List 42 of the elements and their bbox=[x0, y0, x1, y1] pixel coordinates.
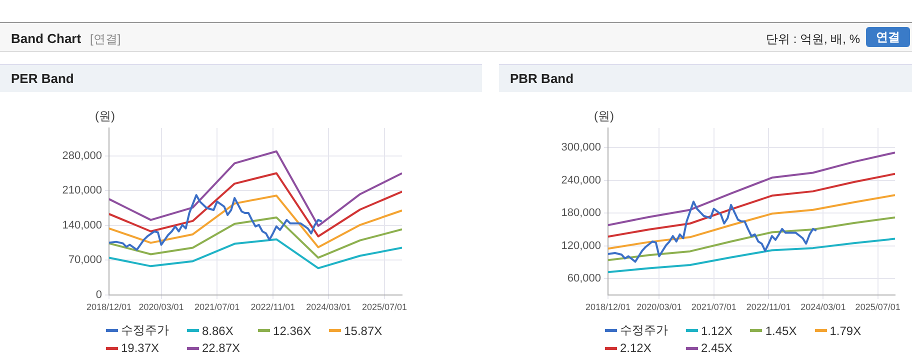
x-tick-label: 2022/11/01 bbox=[250, 302, 296, 312]
legend-label: 19.37X bbox=[121, 341, 160, 355]
text: 연결 bbox=[866, 27, 910, 47]
y-tick-label: 140,000 bbox=[62, 219, 102, 232]
y-tick-label: 240,000 bbox=[561, 174, 601, 186]
legend-label: 2.12X bbox=[620, 341, 652, 355]
x-tick-label: 2025/07/01 bbox=[855, 302, 900, 312]
chart-title: PER Band bbox=[0, 64, 482, 92]
legend-label: 수정주가 bbox=[620, 322, 668, 339]
y-tick-label: 0 bbox=[96, 289, 102, 302]
y-axis-title: (원) bbox=[95, 109, 115, 123]
x-tick-label: 2024/03/01 bbox=[306, 302, 352, 312]
x-tick-label: 2021/07/01 bbox=[691, 302, 736, 312]
chart-title: PBR Band bbox=[499, 64, 912, 92]
y-tick-label: 70,000 bbox=[68, 254, 102, 266]
legend-label: 12.36X bbox=[273, 324, 312, 338]
y-axis-title: (원) bbox=[594, 109, 614, 123]
legend-label: 1.12X bbox=[701, 324, 732, 338]
x-tick-label: 2020/03/01 bbox=[138, 302, 184, 312]
x-tick-label: 2025/07/01 bbox=[362, 302, 407, 312]
x-tick-label: 2021/07/01 bbox=[194, 302, 240, 312]
y-tick-label: 280,000 bbox=[62, 150, 102, 162]
x-tick-label: 2018/12/01 bbox=[86, 302, 132, 312]
y-tick-label: 180,000 bbox=[561, 207, 601, 220]
legend-label: 1.45X bbox=[765, 324, 797, 338]
x-tick-label: 2020/03/01 bbox=[636, 302, 682, 312]
legend-label: 2.45X bbox=[701, 341, 732, 355]
legend-label: 22.87X bbox=[202, 341, 240, 355]
legend-label: 8.86X bbox=[202, 324, 234, 338]
y-tick-label: 60,000 bbox=[567, 272, 601, 285]
y-tick-label: 120,000 bbox=[561, 240, 601, 252]
y-tick-label: 300,000 bbox=[561, 142, 601, 154]
y-tick-label: 210,000 bbox=[62, 184, 102, 197]
text: Band Chart bbox=[11, 31, 82, 46]
text: 단위 : 억원, 배, % bbox=[766, 31, 860, 48]
x-tick-label: 2024/03/01 bbox=[800, 302, 846, 312]
x-tick-label: 2018/12/01 bbox=[585, 302, 631, 312]
x-tick-label: 2022/11/01 bbox=[746, 302, 791, 312]
legend-label: 1.79X bbox=[830, 324, 862, 338]
text: [연결] bbox=[90, 31, 121, 48]
legend-label: 15.87X bbox=[344, 324, 382, 338]
legend-label: 수정주가 bbox=[121, 322, 169, 339]
